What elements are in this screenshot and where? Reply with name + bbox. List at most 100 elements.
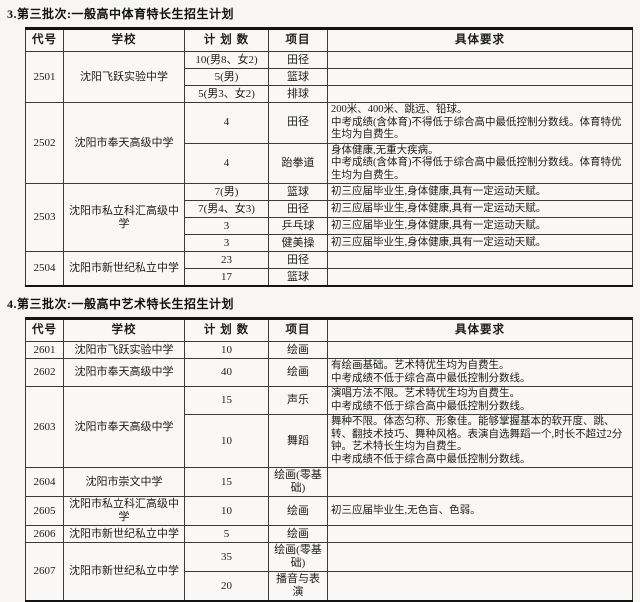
school-cell: 沈阳市私立科汇高级中学 xyxy=(63,183,185,252)
requirement-cell xyxy=(327,542,633,572)
table-row: 2607 沈阳市新世纪私立中学 35 绘画(零基础) xyxy=(25,542,633,602)
code-cell: 2503 xyxy=(25,183,64,252)
plan-count-cell: 5(男) xyxy=(184,68,269,86)
table-row: 2606 沈阳市新世纪私立中学 5 绘画 xyxy=(25,525,633,543)
school-cell: 沈阳市新世纪私立中学 xyxy=(63,542,185,602)
item-cell: 篮球 xyxy=(268,68,328,86)
plan-count-cell: 17 xyxy=(184,268,269,287)
table-row: 2504 沈阳市新世纪私立中学 23 田径 xyxy=(25,251,633,287)
item-cell: 田径 xyxy=(268,200,328,218)
code-cell: 2502 xyxy=(25,102,64,184)
code-cell: 2607 xyxy=(25,542,64,602)
table-row: 17 篮球 xyxy=(26,268,633,287)
plan-count-cell: 3 xyxy=(184,217,269,235)
school-cell: 沈阳市奉天高级中学 xyxy=(63,358,185,387)
school-cell: 沈阳飞跃实验中学 xyxy=(63,51,185,103)
school-cell: 沈阳市飞跃实验中学 xyxy=(63,341,185,359)
plan-count-cell: 3 xyxy=(184,234,269,252)
plan-count-cell: 7(男) xyxy=(184,183,269,201)
plan-count-cell: 4 xyxy=(184,142,269,184)
sports-plan-table: 代号 学校计 划 数项目 具体要求 2501 沈阳飞跃实验中学 10(男8、女2) 田径 5… xyxy=(25,27,633,287)
school-cell: 沈阳市新世纪私立中学 xyxy=(63,525,185,543)
table-row: 3 健美操 初三应届毕业生,身体健康,具有一定运动天赋。 xyxy=(26,234,633,252)
table-row: 2603 沈阳市奉天高级中学 15 声乐 演唱方法不限。艺术特优生均为自费生。 中考成绩… xyxy=(25,386,633,468)
plan-count-cell: 10 xyxy=(184,496,269,526)
plan-count-cell: 10 xyxy=(184,341,269,359)
requirement-cell: 初三应届毕业生,身体健康,具有一定运动天赋。 xyxy=(327,183,633,201)
code-cell: 2603 xyxy=(25,386,64,468)
plan-count-cell: 7(男4、女3) xyxy=(184,200,269,218)
item-cell: 健美操 xyxy=(268,234,328,252)
plan-count-cell: 23 xyxy=(184,251,269,269)
code-cell: 2601 xyxy=(25,341,64,359)
code-cell: 2605 xyxy=(25,496,64,526)
table-row: 5(男3、女2) 排球 xyxy=(26,85,633,103)
plan-count-cell: 15 xyxy=(184,467,269,497)
requirement-cell xyxy=(327,51,633,69)
requirement-cell xyxy=(327,251,633,269)
item-cell: 田径 xyxy=(268,51,328,69)
school-cell: 沈阳市奉天高级中学 xyxy=(63,102,185,184)
sports-plan-title: 3.第三批次:一般高中体育特长生招生计划 xyxy=(7,7,234,21)
arts-plan-title: 4.第三批次:一般高中艺术特长生招生计划 xyxy=(7,297,234,311)
requirement-cell xyxy=(327,341,633,359)
table-row: 2501 沈阳飞跃实验中学 10(男8、女2) 田径 xyxy=(25,51,633,103)
item-cell: 绘画 xyxy=(268,496,328,526)
requirement-cell xyxy=(327,467,633,497)
table-row: 2605 沈阳市私立科汇高级中学 10 绘画 初三应届毕业生,无色盲、色弱。 xyxy=(25,496,633,526)
column-header: 代号 xyxy=(25,318,64,342)
item-cell: 绘画 xyxy=(268,341,328,359)
item-cell: 排球 xyxy=(268,85,328,103)
plan-count-cell: 35 xyxy=(184,542,269,572)
column-header: 具体要求 xyxy=(327,318,633,342)
requirement-cell: 初三应届毕业生,无色盲、色弱。 xyxy=(327,496,633,526)
requirement-cell xyxy=(327,85,633,103)
header-row: 代号 学校计 划 数项目 具体要求 xyxy=(25,28,633,52)
requirement-cell xyxy=(327,525,633,543)
item-cell: 田径 xyxy=(268,102,328,144)
column-header: 计 划 数 xyxy=(184,28,269,52)
column-header: 具体要求 xyxy=(327,28,633,52)
item-cell: 绘画(零基础) xyxy=(268,467,328,497)
arts-plan-table: 代号 学校计 划 数项目 具体要求 2601 沈阳市飞跃实验中学 10 绘画 2602 沈阳市… xyxy=(25,317,633,602)
plan-count-cell: 15 xyxy=(184,386,269,415)
item-cell: 篮球 xyxy=(268,268,328,287)
item-cell: 绘画 xyxy=(268,525,328,543)
item-cell: 绘画 xyxy=(268,358,328,387)
code-cell: 2606 xyxy=(25,525,64,543)
school-cell: 沈阳市奉天高级中学 xyxy=(63,386,185,468)
table-row: 3 乒乓球 初三应届毕业生,身体健康,具有一定运动天赋。 xyxy=(26,217,633,235)
item-cell: 播音与表演 xyxy=(268,571,328,602)
table-row: 2502 沈阳市奉天高级中学 4 田径 200米、400米、跳远、铅球。 中考成绩(含体… xyxy=(25,102,633,184)
code-cell: 2504 xyxy=(25,251,64,287)
item-cell: 乒乓球 xyxy=(268,217,328,235)
school-cell: 沈阳市新世纪私立中学 xyxy=(63,251,185,287)
header-row: 代号 学校计 划 数项目 具体要求 xyxy=(25,318,633,342)
item-cell: 声乐 xyxy=(268,386,328,415)
table-row: 4 跆拳道 身体健康,无重大疾病。 中考成绩(含体育)不得低于综合高中最低控制分数线… xyxy=(26,142,633,184)
item-cell: 田径 xyxy=(268,251,328,269)
plan-count-cell: 4 xyxy=(184,102,269,144)
requirement-cell: 初三应届毕业生,身体健康,具有一定运动天赋。 xyxy=(327,234,633,252)
code-cell: 2604 xyxy=(25,467,64,497)
column-header: 计 划 数 xyxy=(184,318,269,342)
requirement-cell xyxy=(327,268,633,287)
table-row: 2503 沈阳市私立科汇高级中学 7(男) 篮球 初三应届毕业生,身体健康,具有一定运动… xyxy=(25,183,633,252)
column-header: 学校 xyxy=(63,28,185,52)
item-cell: 绘画(零基础) xyxy=(268,542,328,572)
plan-count-cell: 10(男8、女2) xyxy=(184,51,269,69)
table-row: 7(男4、女3) 田径 初三应届毕业生,身体健康,具有一定运动天赋。 xyxy=(26,200,633,218)
plan-count-cell: 40 xyxy=(184,358,269,387)
column-header: 学校 xyxy=(63,318,185,342)
requirement-cell: 200米、400米、跳远、铅球。 中考成绩(含体育)不得低于综合高中最低控制分数… xyxy=(327,102,633,144)
requirement-cell: 舞种不限。体态匀称、形象佳。能够掌握基本的软开度、跳、转、翻技术技巧、舞种风格。… xyxy=(327,414,633,468)
requirement-cell: 演唱方法不限。艺术特优生均为自费生。 中考成绩不低于综合高中最低控制分数线。 xyxy=(327,386,633,415)
table-row: 2602 沈阳市奉天高级中学 40 绘画 有绘画基础。艺术特优生均为自费生。 中考成绩不… xyxy=(25,358,633,387)
item-cell: 篮球 xyxy=(268,183,328,201)
school-cell: 沈阳市崇文中学 xyxy=(63,467,185,497)
column-header: 项目 xyxy=(268,318,328,342)
column-header: 代号 xyxy=(25,28,64,52)
requirement-cell: 身体健康,无重大疾病。 中考成绩(含体育)不得低于综合高中最低控制分数线。体育特… xyxy=(327,142,633,184)
requirement-cell xyxy=(327,571,633,602)
